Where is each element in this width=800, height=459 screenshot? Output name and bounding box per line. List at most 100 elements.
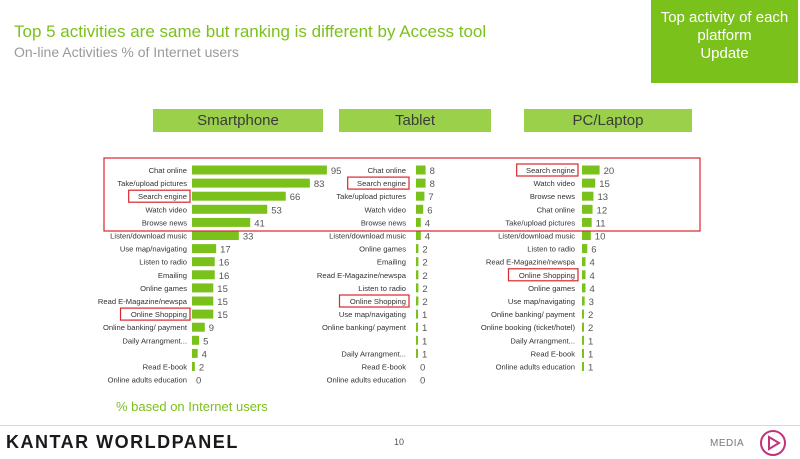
value-label: 3 [589, 297, 594, 308]
value-label: 8 [430, 179, 435, 190]
bar [192, 322, 205, 332]
category-label: Online banking/ payment [103, 323, 188, 332]
category-label: Online adults education [108, 376, 187, 385]
value-label: 83 [314, 179, 325, 190]
value-label: 53 [271, 205, 282, 216]
callout-line-1: Top activity of each [660, 9, 789, 26]
value-label: 15 [217, 310, 228, 321]
bar [582, 204, 593, 214]
value-label: 8 [430, 166, 435, 177]
value-label: 2 [422, 271, 427, 282]
category-label: Chat online [149, 166, 187, 175]
bar [192, 283, 214, 293]
value-label: 4 [590, 271, 595, 282]
value-label: 10 [595, 232, 606, 243]
bar [582, 217, 592, 227]
value-label: 1 [588, 349, 593, 360]
value-label: 11 [596, 218, 606, 229]
bar [192, 335, 200, 345]
category-label: Browse news [142, 218, 187, 227]
bar [192, 348, 198, 358]
bar [416, 244, 419, 254]
value-label: 1 [422, 349, 427, 360]
bar [416, 191, 425, 201]
category-label: Online banking/ payment [491, 310, 576, 319]
page-title: Top 5 activities are same but ranking is… [14, 22, 487, 41]
value-label: 0 [420, 376, 425, 387]
category-label: Watch video [364, 205, 406, 214]
category-label: Online Shopping [519, 271, 575, 280]
value-label: 4 [590, 284, 595, 295]
highlight-box [507, 268, 579, 282]
bar [416, 231, 421, 240]
bar [192, 362, 195, 371]
value-label: 2 [422, 297, 427, 308]
value-label: 17 [220, 245, 231, 256]
category-label: Online booking (ticket/hotel) [481, 323, 576, 332]
category-label: Watch video [533, 179, 575, 188]
value-label: 15 [599, 179, 610, 190]
category-label: Take/upload pictures [336, 192, 406, 201]
category-label: Use map/navigating [339, 310, 406, 319]
bar [582, 178, 596, 188]
section-label: MEDIA [710, 438, 745, 449]
value-label: 0 [196, 376, 201, 387]
value-label: 13 [597, 192, 608, 203]
value-label: 15 [217, 284, 228, 295]
page-subtitle: On-line Activities % of Internet users [14, 44, 239, 60]
value-label: 2 [422, 245, 427, 256]
value-label: 1 [588, 363, 593, 374]
bar [192, 191, 286, 201]
value-label: 12 [597, 205, 608, 216]
bar [582, 309, 584, 319]
bar [416, 309, 418, 319]
highlight-box [119, 307, 191, 321]
category-label: Online games [359, 245, 406, 254]
category-label: Read E-Magazine/newspa [98, 297, 188, 306]
bar [416, 165, 426, 175]
category-label: Listen/download music [498, 232, 575, 241]
bar [416, 204, 424, 214]
value-label: 4 [425, 218, 430, 229]
bar [192, 257, 215, 267]
value-label: 95 [331, 166, 342, 177]
bar [192, 178, 310, 188]
bar [416, 178, 426, 188]
category-label: Read E-book [143, 363, 188, 372]
category-label: Online adults education [496, 363, 575, 372]
value-label: 16 [219, 258, 230, 269]
bar [192, 270, 215, 280]
value-label: 7 [428, 192, 433, 203]
category-label: Read E-book [362, 363, 407, 372]
bar [192, 244, 217, 254]
category-label: Read E-Magazine/newspa [317, 271, 407, 280]
value-label: 4 [590, 258, 595, 269]
category-label: Emailing [158, 271, 187, 280]
kantar-logo: KANTAR WORLDPANEL [6, 432, 239, 452]
bar [416, 217, 421, 227]
category-label: Emailing [377, 258, 406, 267]
top-five-box [103, 157, 701, 232]
category-label: Watch video [145, 205, 187, 214]
bar [416, 322, 418, 332]
bar [582, 270, 586, 280]
value-label: 16 [219, 271, 230, 282]
bar [192, 165, 327, 175]
value-label: 20 [604, 166, 615, 177]
value-label: 2 [588, 310, 593, 321]
category-label: Daily Arrangment... [122, 336, 187, 345]
category-label: Listen to radio [139, 258, 187, 267]
bar [192, 296, 214, 306]
header-pc-laptop: PC/Laptop [524, 109, 692, 132]
bar [582, 322, 584, 332]
category-label: Read E-Magazine/newspa [486, 258, 576, 267]
category-label: Listen to radio [527, 245, 575, 254]
category-label: Online banking/ payment [322, 323, 407, 332]
category-label: Online adults education [327, 376, 406, 385]
category-label: Online games [528, 284, 575, 293]
bar [582, 231, 591, 240]
bar [582, 191, 594, 201]
bar [416, 270, 419, 280]
bar [582, 283, 586, 293]
